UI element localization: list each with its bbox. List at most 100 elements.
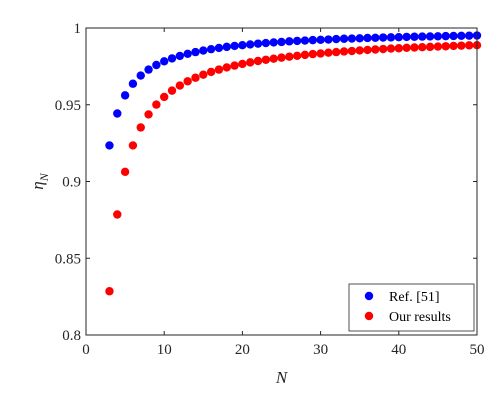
data-point: [371, 45, 380, 54]
y-axis-label-subscript: N: [37, 172, 51, 182]
legend-marker-ref: [364, 291, 374, 301]
data-point: [292, 51, 302, 60]
data-point: [316, 49, 325, 58]
data-point: [253, 39, 263, 48]
svg-text:ηN: ηN: [28, 172, 51, 189]
data-point: [238, 59, 247, 69]
data-point: [277, 53, 286, 62]
data-point: [120, 91, 130, 100]
data-point: [410, 32, 419, 41]
data-point: [214, 43, 224, 53]
data-point: [418, 32, 427, 41]
data-point: [363, 45, 372, 55]
data-point: [339, 47, 349, 56]
data-point: [191, 73, 200, 82]
y-axis-label: ηN: [28, 172, 51, 189]
x-tick-label: 20: [235, 342, 250, 358]
data-point: [402, 32, 411, 42]
data-point: [378, 33, 388, 42]
data-point: [300, 50, 310, 60]
data-point: [222, 63, 231, 72]
x-tick-label: 50: [470, 342, 485, 358]
data-point: [394, 33, 403, 42]
x-tick-label: 0: [82, 342, 90, 358]
data-point: [199, 70, 208, 79]
axis-ticks: 0 10 20 30 40 50 0.8 0.85 0.9 0.95 1: [55, 21, 485, 358]
y-tick-label: 0.85: [55, 251, 81, 267]
data-point: [246, 40, 255, 49]
data-point: [269, 54, 278, 63]
data-point: [339, 34, 349, 43]
data-point: [347, 34, 357, 43]
data-point: [386, 33, 396, 42]
data-point: [120, 167, 130, 177]
y-tick-label: 1: [74, 21, 82, 37]
data-point: [105, 287, 114, 296]
data-point: [167, 86, 177, 95]
data-point: [128, 141, 138, 150]
data-point: [371, 33, 380, 43]
data-point: [261, 38, 271, 48]
data-point: [464, 41, 474, 50]
data-point: [441, 31, 450, 41]
series-ours: [105, 40, 482, 296]
data-point: [355, 46, 364, 55]
data-point: [152, 100, 161, 109]
data-point: [332, 34, 341, 44]
data-point: [175, 81, 185, 90]
data-point: [324, 48, 333, 57]
data-point: [464, 31, 474, 40]
data-point: [355, 34, 364, 43]
data-point: [425, 32, 435, 41]
data-point: [363, 33, 372, 43]
data-point: [300, 36, 310, 45]
data-point: [230, 41, 239, 51]
data-point: [160, 57, 169, 66]
data-point: [378, 44, 388, 54]
legend-marker-ours: [364, 311, 374, 321]
y-tick-label: 0.95: [55, 98, 81, 114]
data-point: [113, 210, 122, 219]
data-point: [433, 32, 443, 41]
data-point: [230, 61, 239, 70]
data-point: [332, 47, 341, 57]
data-point: [457, 31, 466, 41]
data-point: [144, 65, 153, 74]
y-axis-label-main: η: [28, 181, 47, 189]
data-point: [222, 42, 231, 52]
data-point: [253, 56, 263, 66]
data-point: [175, 51, 185, 61]
data-point: [308, 35, 317, 45]
data-point: [160, 92, 169, 102]
legend-box: [348, 283, 475, 332]
data-point: [206, 44, 216, 54]
data-point: [199, 46, 208, 55]
data-point: [183, 77, 192, 86]
data-point: [214, 65, 224, 74]
y-tick-label: 0.9: [62, 175, 81, 191]
data-point: [347, 46, 357, 56]
data-point: [152, 60, 161, 70]
data-point: [316, 35, 325, 45]
x-axis-label: N: [275, 368, 289, 387]
data-point: [285, 37, 294, 46]
legend: Ref. [51] Our results: [348, 283, 475, 332]
legend-label-ours: Our results: [389, 310, 451, 325]
data-point: [449, 31, 458, 41]
data-point: [238, 40, 247, 50]
data-point: [394, 44, 403, 53]
data-point: [441, 42, 450, 51]
data-point: [136, 71, 145, 80]
data-point: [308, 49, 317, 59]
data-point: [433, 42, 443, 51]
plot-frame: [85, 27, 478, 336]
data-point: [386, 44, 396, 53]
data-point: [402, 43, 411, 53]
data-point: [105, 141, 114, 150]
data-point: [457, 41, 466, 50]
y-tick-label: 0.8: [62, 328, 81, 344]
data-point: [113, 109, 122, 118]
data-point: [410, 43, 419, 52]
data-point: [206, 67, 216, 77]
